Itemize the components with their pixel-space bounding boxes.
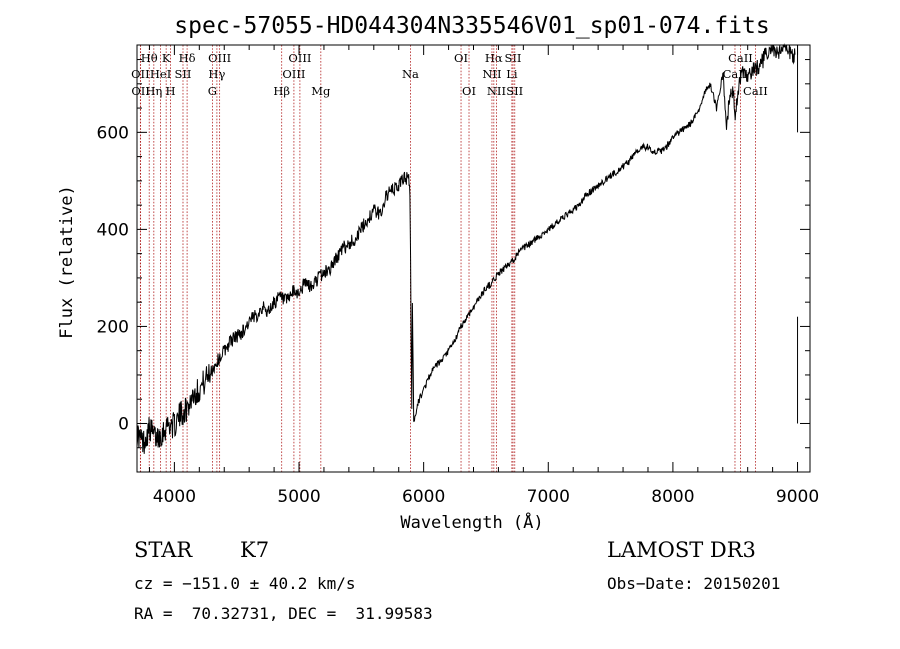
spectral-line-label-6: SII xyxy=(175,67,192,81)
spectral-line-label-22: SII xyxy=(505,51,522,65)
series-flux-line xyxy=(136,43,796,454)
spectral-line-label-3: HeI xyxy=(150,67,171,81)
y-tick-label-400: 400 xyxy=(97,220,129,240)
axis-ticks-layer: 4000 5000 6000 7000 8000 9000 0 200 400 600 xyxy=(97,45,819,507)
spectral-line-label-12: OIII xyxy=(288,51,311,65)
plot-frame xyxy=(136,44,811,473)
spectral-line-label-14: Hβ xyxy=(273,84,290,98)
spectral-line-label-7: H xyxy=(166,84,176,98)
spectral-line-label-23: Li xyxy=(506,67,518,81)
spectral-line-label-13: OIII xyxy=(282,67,305,81)
x-tick-label-6000: 6000 xyxy=(402,487,445,507)
series-layer xyxy=(136,43,799,454)
spectral-line-label-25: CaII xyxy=(728,51,753,65)
obs-date-readout: Obs−Date: 20150201 xyxy=(607,574,781,593)
spectral-line-label-21: NII xyxy=(487,84,506,98)
spectral-line-label-0: Hθ xyxy=(141,51,158,65)
spectral-line-label-8: Hδ xyxy=(179,51,196,65)
spectral-line-label-27: CaII xyxy=(743,84,768,98)
x-tick-label-7000: 7000 xyxy=(527,487,570,507)
redshift-readout: cz = −151.0 ± 40.2 km/s xyxy=(134,574,356,593)
x-axis-label: Wavelength (Å) xyxy=(400,511,543,533)
chart-title: spec-57055-HD044304N335546V01_sp01-074.f… xyxy=(174,13,769,39)
spectral-line-label-9: OIII xyxy=(208,51,231,65)
x-tick-label-8000: 8000 xyxy=(651,487,694,507)
spectral-line-label-4: Hη xyxy=(145,84,162,98)
subclass-label: K7 xyxy=(240,538,270,562)
spectral-line-label-24: SII xyxy=(506,84,523,98)
x-tick-label-5000: 5000 xyxy=(277,487,320,507)
class-label: STAR xyxy=(134,538,193,562)
spectral-line-label-2: OII xyxy=(131,84,150,98)
spectral-line-label-16: Na xyxy=(402,67,419,81)
x-tick-label-9000: 9000 xyxy=(776,487,819,507)
y-axis-label: Flux (relative) xyxy=(57,185,77,339)
coordinates-readout: RA = 70.32731, DEC = 31.99583 xyxy=(134,604,433,623)
spectral-line-label-20: NII xyxy=(482,67,501,81)
spectral-line-label-5: K xyxy=(162,51,171,65)
y-tick-label-200: 200 xyxy=(97,317,129,337)
spectral-line-label-15: Mg xyxy=(311,84,331,98)
spectral-line-label-18: OI xyxy=(462,84,476,98)
x-tick-label-4000: 4000 xyxy=(153,487,196,507)
y-tick-label-0: 0 xyxy=(118,414,129,434)
spectral-line-label-17: OI xyxy=(454,51,468,65)
spectral-line-label-19: Hα xyxy=(485,51,503,65)
survey-label: LAMOST DR3 xyxy=(607,538,756,562)
spectral-line-label-10: Hγ xyxy=(208,67,225,81)
spectral-line-label-11: G xyxy=(208,84,217,98)
y-tick-label-600: 600 xyxy=(97,123,129,143)
